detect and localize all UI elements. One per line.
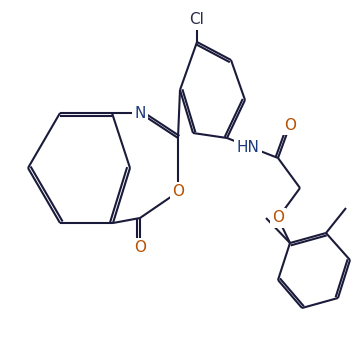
Text: N: N bbox=[134, 105, 146, 120]
Text: O: O bbox=[284, 118, 296, 133]
Text: HN: HN bbox=[237, 140, 260, 155]
Text: O: O bbox=[134, 240, 146, 255]
Text: O: O bbox=[272, 210, 284, 225]
Text: O: O bbox=[172, 184, 184, 199]
Text: Cl: Cl bbox=[189, 13, 204, 28]
